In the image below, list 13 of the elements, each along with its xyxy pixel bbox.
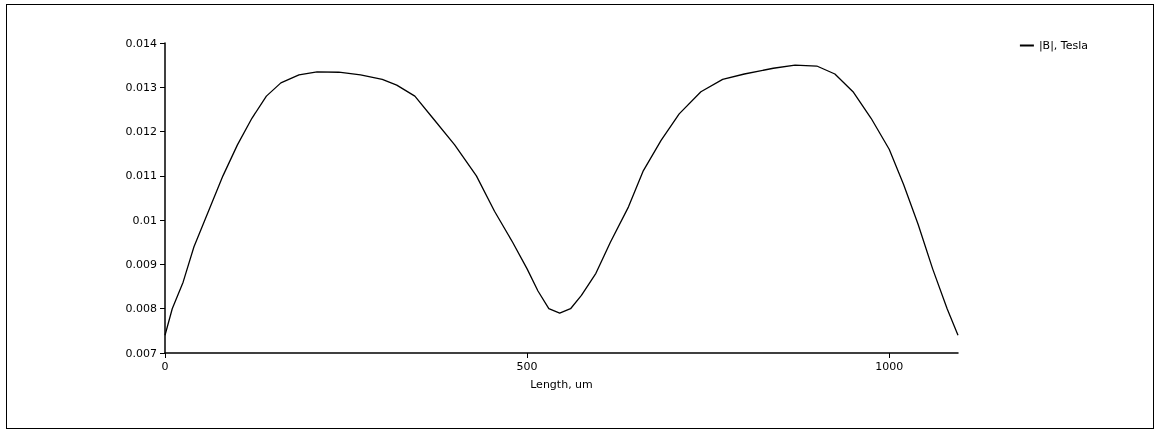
y-tick-label: 0.011: [125, 169, 157, 183]
x-axis-title: Length, um: [530, 378, 593, 391]
y-tick-label: 0.014: [125, 36, 157, 50]
x-tick-label: 1000: [875, 360, 904, 373]
x-tick-label: 0: [161, 360, 169, 373]
y-tick-label: 0.01: [132, 213, 157, 227]
y-tick-label: 0.013: [125, 80, 157, 94]
y-tick-label: 0.012: [125, 125, 157, 139]
y-tick-label: 0.007: [125, 346, 157, 360]
x-tick-label: 500: [516, 360, 538, 373]
y-tick-label: 0.008: [125, 302, 157, 316]
legend-label: |B|, Tesla: [1038, 39, 1089, 52]
y-tick-label: 0.009: [125, 257, 157, 271]
